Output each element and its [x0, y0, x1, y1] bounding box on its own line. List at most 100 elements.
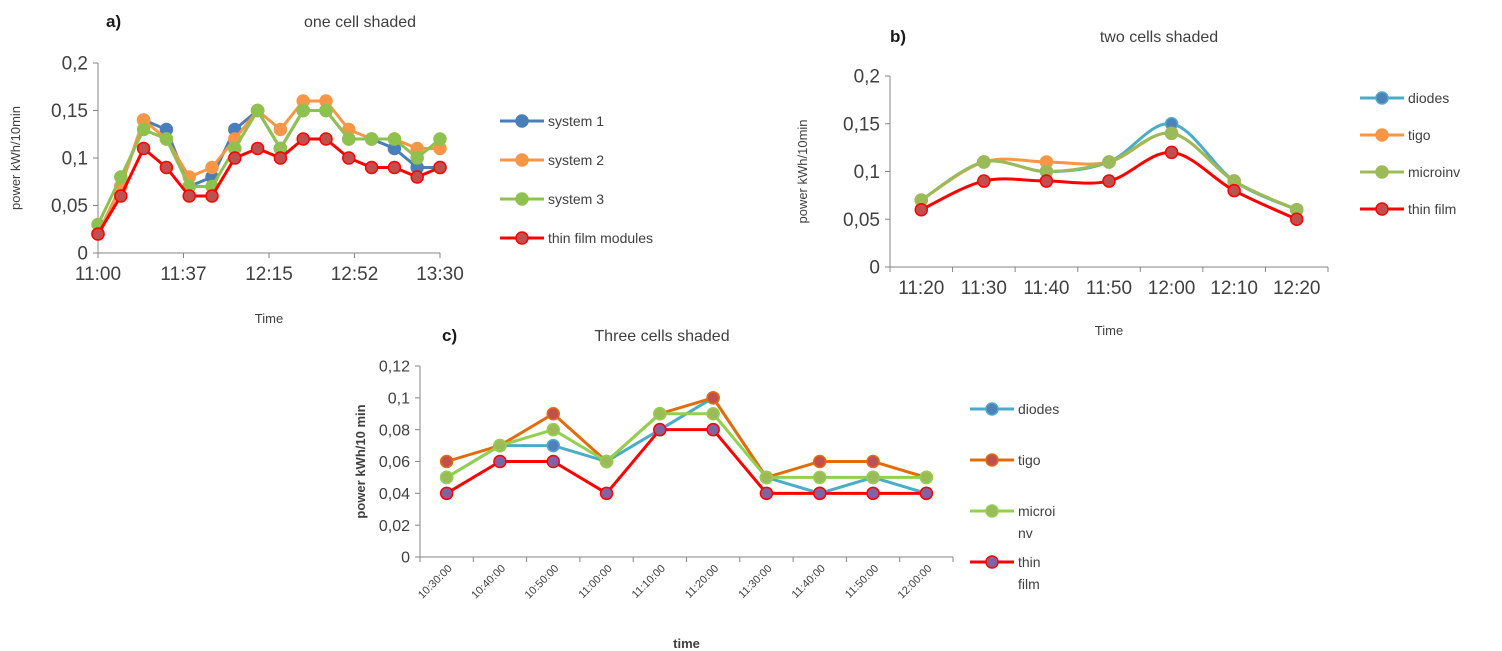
x-tick-label: 11:30:00 [736, 563, 774, 601]
data-point [364, 160, 379, 175]
chart-two-cells-shaded: 0 0,05 0,1 0,15 0,2 11:20 11:30 11:40 11:50 12:00… [795, 27, 1460, 338]
series-thin-film-modules [91, 132, 447, 241]
y-tick-label: 0,06 [379, 454, 410, 471]
data-point [599, 486, 614, 501]
data-point [136, 122, 151, 137]
x-tick-label: 13:30 [416, 264, 464, 285]
y-tick-label: 0,08 [379, 422, 410, 439]
data-point [706, 422, 720, 437]
data-point [653, 422, 667, 437]
data-point [813, 454, 827, 469]
data-point [919, 486, 934, 501]
series-line [445, 412, 927, 479]
series-thin-film [914, 145, 1304, 226]
chart-three-cells-shaded: 0 0,02 0,04 0,06 0,08 0,1 0,12 10:30:00 10:40:00… [353, 326, 1059, 651]
data-point [136, 141, 151, 156]
legend-marker [1375, 91, 1389, 105]
legend-marker [985, 453, 999, 467]
x-axis-label: Time [1095, 323, 1123, 338]
x-tick-label: 12:00 [1148, 278, 1196, 299]
series-thin-film [439, 422, 934, 501]
data-point [546, 454, 560, 469]
x-axis-label: time [673, 636, 700, 651]
data-point [159, 132, 174, 146]
data-point [410, 170, 424, 184]
data-point [91, 227, 105, 241]
x-tick-label: 11:40:00 [790, 563, 828, 601]
data-point [653, 407, 667, 421]
legend-marker [1375, 165, 1389, 179]
x-tick-label: 12:00:00 [896, 563, 935, 602]
legend-label: thin [1018, 554, 1041, 570]
legend-marker [515, 114, 529, 128]
x-tick-label: 12:20 [1273, 278, 1321, 299]
x-tick-label: 10:40:00 [469, 563, 508, 602]
legend-marker [515, 231, 529, 245]
legend-label: diodes [1018, 401, 1059, 417]
series-line [446, 396, 927, 479]
data-point [759, 486, 774, 501]
data-point [387, 132, 402, 146]
chart-one-cell-shaded: 0 0,05 0,1 0,15 0,2 11:00 11:37 12:15 12:52 13:30… [8, 12, 653, 326]
data-point [977, 155, 991, 169]
x-axis-label: Time [255, 311, 283, 326]
data-point [205, 189, 219, 203]
data-point [493, 454, 507, 469]
legend-marker [515, 153, 529, 167]
x-tick-label: 11:50:00 [843, 563, 881, 601]
legend-label: nv [1018, 525, 1033, 541]
series-line [96, 137, 441, 235]
x-tick-label: 11:37 [160, 264, 206, 285]
data-point [439, 486, 454, 501]
x-tick-label: 11:20:00 [683, 563, 721, 601]
data-point [114, 189, 128, 203]
y-tick-label: 0,04 [379, 486, 410, 503]
data-point [439, 454, 454, 469]
data-point [919, 470, 934, 485]
y-tick-label: 0 [401, 550, 410, 567]
data-point [813, 470, 827, 485]
data-point [813, 486, 827, 501]
data-point [546, 422, 560, 437]
x-tick-label: 12:15 [245, 264, 293, 285]
legend-marker [985, 555, 999, 569]
y-tick-label: 0,2 [62, 54, 88, 75]
x-tick-label: 11:10:00 [630, 563, 668, 601]
series-microinv [914, 126, 1304, 217]
data-point [1164, 126, 1179, 141]
legend-label: system 2 [548, 152, 604, 168]
panel-label: b) [890, 27, 906, 46]
legend-marker [985, 402, 999, 416]
series-microinv [439, 407, 934, 485]
data-point [228, 151, 242, 165]
data-point [706, 407, 720, 421]
data-point [433, 160, 447, 175]
x-tick-label: 11:40 [1023, 278, 1069, 299]
y-axis-label: power kWh/10min [795, 119, 810, 223]
legend-label: microinv [1408, 164, 1460, 180]
series-diodes [439, 391, 934, 501]
x-tick-label: 11:20 [898, 278, 944, 299]
data-point [759, 470, 774, 485]
data-point [319, 103, 333, 118]
panel-label: c) [442, 326, 457, 345]
legend-label: microi [1018, 503, 1055, 519]
data-point [546, 407, 560, 421]
y-tick-label: 0,05 [843, 210, 880, 231]
legend-label: system 3 [548, 191, 604, 207]
y-tick-label: 0,12 [379, 359, 410, 376]
legend-label: diodes [1408, 90, 1449, 106]
data-point [866, 486, 880, 501]
data-point [493, 438, 507, 453]
data-point [159, 160, 174, 175]
data-point [342, 132, 356, 146]
data-point [182, 189, 196, 203]
legend-marker [515, 192, 529, 206]
legend-label: tigo [1018, 452, 1041, 468]
data-point [977, 174, 991, 188]
data-point [1039, 174, 1054, 188]
data-point [1102, 174, 1116, 188]
data-point [205, 160, 219, 175]
data-point [1227, 183, 1241, 198]
y-tick-label: 0,1 [388, 390, 410, 407]
